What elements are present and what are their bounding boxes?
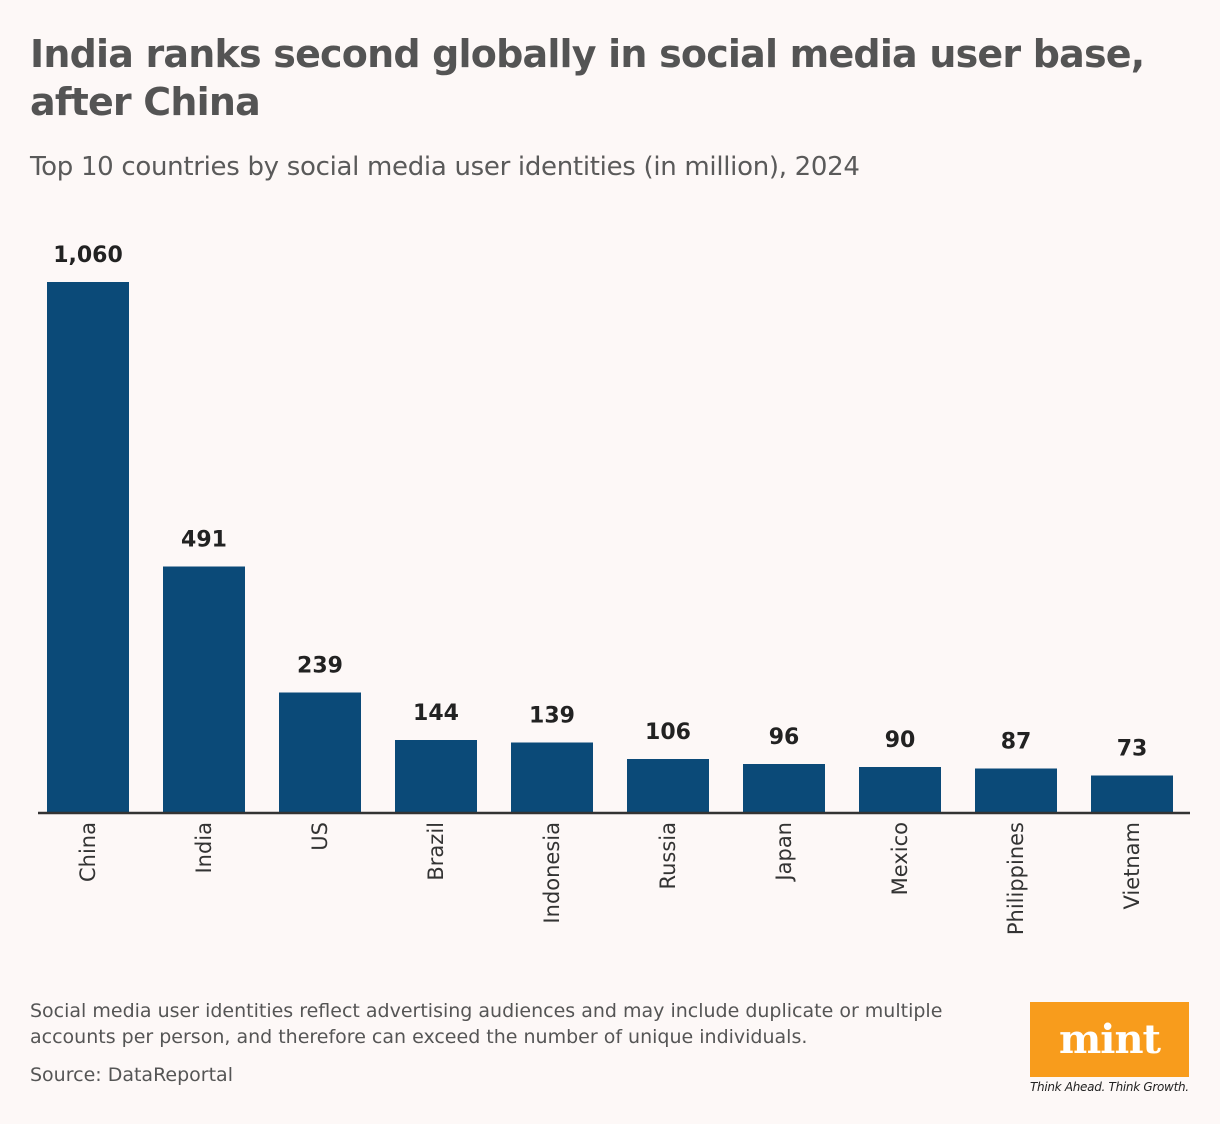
bar-us bbox=[279, 692, 361, 812]
bar-chart: 1,060 China 491 India 239 US 144 Brazil 139 Indon… bbox=[38, 243, 1190, 935]
category-label: India bbox=[192, 822, 216, 874]
logo-word: mint bbox=[1058, 1016, 1161, 1063]
value-label: 90 bbox=[885, 728, 916, 753]
category-label: China bbox=[76, 822, 100, 882]
value-label: 1,060 bbox=[53, 243, 123, 268]
value-label: 87 bbox=[1001, 730, 1032, 755]
value-label: 139 bbox=[529, 704, 575, 729]
chart-subtitle: Top 10 countries by social media user id… bbox=[30, 152, 860, 182]
value-label: 491 bbox=[181, 528, 227, 553]
bar-china bbox=[47, 282, 129, 812]
category-label: US bbox=[308, 822, 332, 851]
category-label: Vietnam bbox=[1120, 822, 1144, 910]
logo-tagline: Think Ahead. Think Growth. bbox=[1030, 1080, 1189, 1094]
chart-title: India ranks second globally in social me… bbox=[30, 32, 1145, 124]
bar-philippines bbox=[975, 768, 1057, 812]
source: Source: DataReportal bbox=[30, 1064, 233, 1086]
footnote: Social media user identities reflect adv… bbox=[30, 1000, 943, 1048]
value-label: 73 bbox=[1117, 737, 1148, 762]
category-label: Japan bbox=[772, 822, 796, 883]
bar-india bbox=[163, 566, 245, 812]
category-label: Russia bbox=[656, 822, 680, 890]
bar-japan bbox=[743, 764, 825, 812]
value-label: 106 bbox=[645, 720, 691, 745]
category-label: Brazil bbox=[424, 822, 448, 881]
bar-mexico bbox=[859, 767, 941, 812]
bar-vietnam bbox=[1091, 775, 1173, 812]
bar-russia bbox=[627, 759, 709, 812]
bar-brazil bbox=[395, 740, 477, 812]
mint-logo: mint bbox=[1030, 1002, 1189, 1077]
value-label: 96 bbox=[769, 725, 800, 750]
value-label: 144 bbox=[413, 701, 459, 726]
value-label: 239 bbox=[297, 654, 343, 679]
bar-indonesia bbox=[511, 742, 593, 812]
category-label: Mexico bbox=[888, 822, 912, 895]
category-label: Indonesia bbox=[540, 822, 564, 924]
category-label: Philippines bbox=[1004, 822, 1028, 935]
